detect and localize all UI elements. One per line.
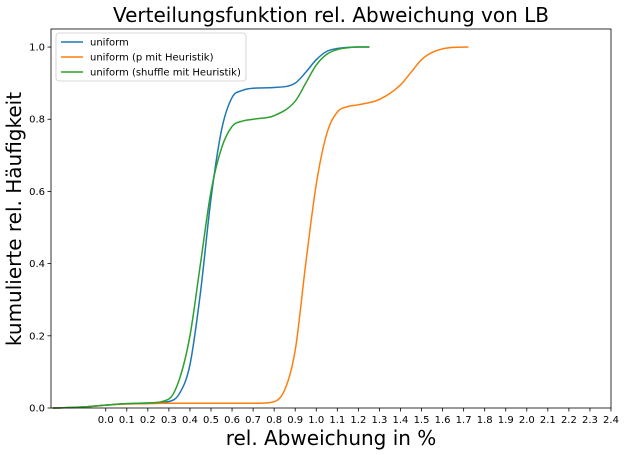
series-line-1 bbox=[52, 46, 370, 409]
plot-frame bbox=[50, 28, 612, 409]
x-tick-label: 0.1 bbox=[119, 415, 135, 426]
x-tick-label: 1.3 bbox=[371, 415, 387, 426]
x-tick-label: 0.4 bbox=[182, 415, 198, 426]
x-tick-label: 1.2 bbox=[350, 415, 366, 426]
y-axis-label: kumulierte rel. Häufigkeit bbox=[2, 92, 26, 346]
x-tick-label: 0.6 bbox=[224, 415, 240, 426]
x-tick-label: 0.8 bbox=[266, 415, 282, 426]
x-tick-label: 1.4 bbox=[393, 415, 409, 426]
x-tick-label: 2.0 bbox=[519, 415, 535, 426]
x-tick-label: 2.3 bbox=[582, 415, 598, 426]
series-line-3 bbox=[52, 46, 370, 409]
legend-items: uniform uniform (p mit Heuristik) uniform … bbox=[61, 38, 241, 79]
y-tick-label: 0.6 bbox=[29, 187, 45, 198]
x-tick-label: 0.5 bbox=[203, 415, 219, 426]
x-tick-label: 1.8 bbox=[477, 415, 493, 426]
legend-label-1: uniform bbox=[90, 38, 129, 49]
x-tick-label: 1.7 bbox=[456, 415, 472, 426]
legend-box bbox=[55, 32, 247, 82]
x-tick-label: 1.1 bbox=[329, 415, 345, 426]
y-tick-label: 0.8 bbox=[29, 115, 45, 126]
legend: uniform uniform (p mit Heuristik) uniform … bbox=[55, 32, 247, 82]
x-tick-label: 0.9 bbox=[287, 415, 303, 426]
x-axis-label: rel. Abweichung in % bbox=[226, 426, 437, 450]
y-tick-label: 0.4 bbox=[29, 259, 45, 270]
x-tick-label: 0.7 bbox=[245, 415, 261, 426]
x-tick-label: 0.2 bbox=[140, 415, 156, 426]
y-tick-label: 0.2 bbox=[29, 331, 45, 342]
y-tick-label: 0.0 bbox=[29, 404, 45, 415]
x-tick-label: 2.4 bbox=[603, 415, 619, 426]
chart-title: Verteilungsfunktion rel. Abweichung von … bbox=[113, 3, 549, 27]
series-line-2 bbox=[52, 46, 469, 409]
x-tick-label: 0.3 bbox=[161, 415, 177, 426]
ticks-layer: 0.0 0.1 0.2 0.3 0.4 0.5 0.6 0.7 0.8 0.9 1.0 1.1 1.2 1… bbox=[29, 43, 619, 426]
legend-label-3: uniform (shuffle mit Heuristik) bbox=[90, 68, 241, 79]
y-tick-label: 1.0 bbox=[29, 43, 45, 54]
x-tick-label: 1.0 bbox=[308, 415, 324, 426]
x-tick-label: 1.9 bbox=[498, 415, 514, 426]
x-tick-label: 2.1 bbox=[540, 415, 556, 426]
x-tick-label: 0.0 bbox=[98, 415, 114, 426]
x-tick-label: 1.5 bbox=[414, 415, 430, 426]
legend-label-2: uniform (p mit Heuristik) bbox=[90, 53, 214, 64]
series-layer bbox=[52, 46, 469, 409]
x-tick-label: 1.6 bbox=[435, 415, 451, 426]
x-tick-label: 2.2 bbox=[561, 415, 577, 426]
